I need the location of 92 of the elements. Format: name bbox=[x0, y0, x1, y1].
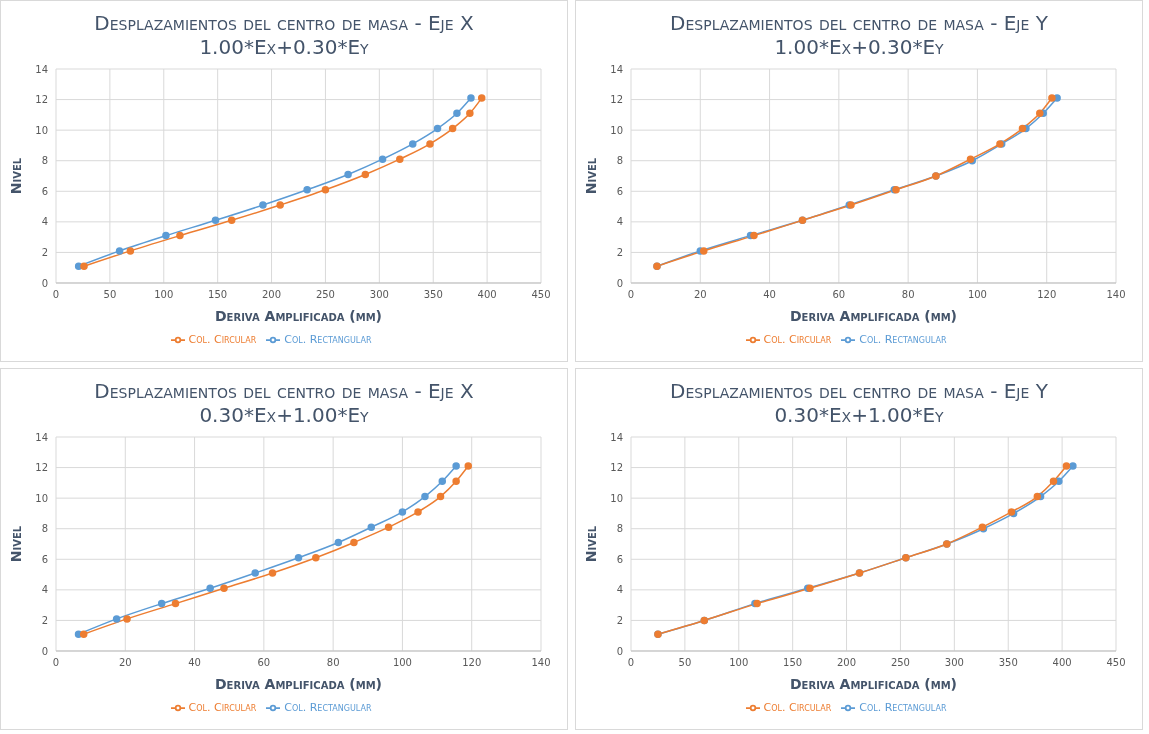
x-tick-label: 150 bbox=[783, 657, 803, 669]
legend-label: Col. Circular bbox=[763, 333, 832, 346]
y-tick-label: 10 bbox=[610, 492, 623, 504]
x-tick-label: 300 bbox=[369, 289, 389, 301]
x-tick-label: 40 bbox=[763, 289, 776, 301]
y-tick-label: 10 bbox=[35, 124, 48, 136]
y-tick-label: 0 bbox=[616, 645, 623, 657]
x-tick-label: 20 bbox=[693, 289, 707, 301]
x-tick-label: 300 bbox=[944, 657, 964, 669]
y-tick-label: 0 bbox=[41, 645, 48, 657]
y-tick-label: 6 bbox=[41, 185, 48, 197]
y-axis-title: Nivel bbox=[7, 525, 24, 563]
x-axis-title: Deriva Amplificada (mm) bbox=[790, 308, 957, 324]
y-tick-label: 4 bbox=[616, 216, 623, 228]
y-tick-label: 12 bbox=[35, 462, 48, 474]
x-tick-label: 400 bbox=[1052, 657, 1072, 669]
x-tick-label: 100 bbox=[392, 657, 412, 669]
y-tick-label: 4 bbox=[41, 584, 48, 596]
y-axis-title: Nivel bbox=[7, 157, 24, 195]
legend-label: Col. Rectangular bbox=[284, 701, 372, 714]
x-tick-label: 150 bbox=[208, 289, 228, 301]
legend-label: Col. Circular bbox=[763, 701, 832, 714]
x-tick-label: 120 bbox=[462, 657, 482, 669]
y-tick-label: 6 bbox=[616, 553, 623, 565]
x-tick-label: 250 bbox=[890, 657, 910, 669]
legend-label: Col. Circular bbox=[188, 333, 257, 346]
x-tick-label: 140 bbox=[1106, 289, 1126, 301]
x-tick-label: 80 bbox=[326, 657, 340, 669]
y-tick-label: 12 bbox=[35, 94, 48, 106]
x-tick-label: 350 bbox=[998, 657, 1018, 669]
y-tick-label: 14 bbox=[35, 431, 48, 443]
y-tick-label: 2 bbox=[41, 614, 48, 626]
x-tick-label: 0 bbox=[52, 289, 60, 301]
x-tick-label: 80 bbox=[901, 289, 915, 301]
y-tick-label: 6 bbox=[41, 553, 48, 565]
x-tick-label: 400 bbox=[477, 289, 497, 301]
y-axis-title: Nivel bbox=[582, 157, 599, 195]
y-tick-label: 0 bbox=[41, 277, 48, 289]
legend-label: Col. Rectangular bbox=[284, 333, 372, 346]
x-tick-label: 250 bbox=[315, 289, 335, 301]
x-tick-label: 60 bbox=[832, 289, 846, 301]
chart-subtitle: 0.30*Ex+1.00*Ey bbox=[198, 403, 370, 427]
y-tick-label: 10 bbox=[610, 124, 623, 136]
y-tick-label: 14 bbox=[610, 431, 623, 443]
y-tick-label: 10 bbox=[35, 492, 48, 504]
x-axis-title: Deriva Amplificada (mm) bbox=[215, 308, 382, 324]
y-tick-label: 0 bbox=[616, 277, 623, 289]
legend-label: Col. Rectangular bbox=[859, 701, 947, 714]
y-tick-label: 4 bbox=[616, 584, 623, 596]
y-tick-label: 8 bbox=[41, 155, 48, 167]
y-tick-label: 8 bbox=[41, 523, 48, 535]
x-tick-label: 60 bbox=[257, 657, 271, 669]
x-tick-label: 50 bbox=[103, 289, 117, 301]
y-tick-label: 2 bbox=[616, 246, 623, 258]
chart-subtitle: 1.00*Ex+0.30*Ey bbox=[773, 35, 945, 59]
legend-label: Col. Rectangular bbox=[859, 333, 947, 346]
legend-label: Col. Circular bbox=[188, 701, 257, 714]
y-tick-label: 12 bbox=[610, 462, 623, 474]
y-tick-label: 2 bbox=[616, 614, 623, 626]
x-tick-label: 200 bbox=[837, 657, 857, 669]
y-axis-title: Nivel bbox=[582, 525, 599, 563]
x-tick-label: 450 bbox=[531, 289, 551, 301]
y-tick-label: 4 bbox=[41, 216, 48, 228]
y-tick-label: 14 bbox=[610, 63, 623, 75]
chart-title: Desplazamientos del centro de masa - Eje X bbox=[93, 11, 475, 35]
x-tick-label: 350 bbox=[423, 289, 443, 301]
y-tick-label: 14 bbox=[35, 63, 48, 75]
y-tick-label: 6 bbox=[616, 185, 623, 197]
x-tick-label: 100 bbox=[729, 657, 749, 669]
x-tick-label: 450 bbox=[1106, 657, 1126, 669]
x-axis-title: Deriva Amplificada (mm) bbox=[215, 676, 382, 692]
x-tick-label: 200 bbox=[262, 289, 282, 301]
x-tick-label: 0 bbox=[52, 657, 60, 669]
x-tick-label: 140 bbox=[531, 657, 551, 669]
x-tick-label: 20 bbox=[118, 657, 132, 669]
x-tick-label: 0 bbox=[627, 289, 635, 301]
chart-subtitle: 0.30*Ex+1.00*Ey bbox=[773, 403, 945, 427]
x-tick-label: 100 bbox=[967, 289, 987, 301]
x-tick-label: 100 bbox=[154, 289, 174, 301]
x-tick-label: 40 bbox=[188, 657, 201, 669]
x-axis-title: Deriva Amplificada (mm) bbox=[790, 676, 957, 692]
y-tick-label: 8 bbox=[616, 155, 623, 167]
chart-subtitle: 1.00*Ex+0.30*Ey bbox=[198, 35, 370, 59]
y-tick-label: 12 bbox=[610, 94, 623, 106]
y-tick-label: 8 bbox=[616, 523, 623, 535]
y-tick-label: 2 bbox=[41, 246, 48, 258]
x-tick-label: 120 bbox=[1037, 289, 1057, 301]
chart-title: Desplazamientos del centro de masa - Eje Y bbox=[669, 379, 1049, 403]
x-tick-label: 0 bbox=[627, 657, 635, 669]
x-tick-label: 50 bbox=[678, 657, 692, 669]
chart-title: Desplazamientos del centro de masa - Eje X bbox=[93, 379, 475, 403]
chart-title: Desplazamientos del centro de masa - Eje Y bbox=[669, 11, 1049, 35]
